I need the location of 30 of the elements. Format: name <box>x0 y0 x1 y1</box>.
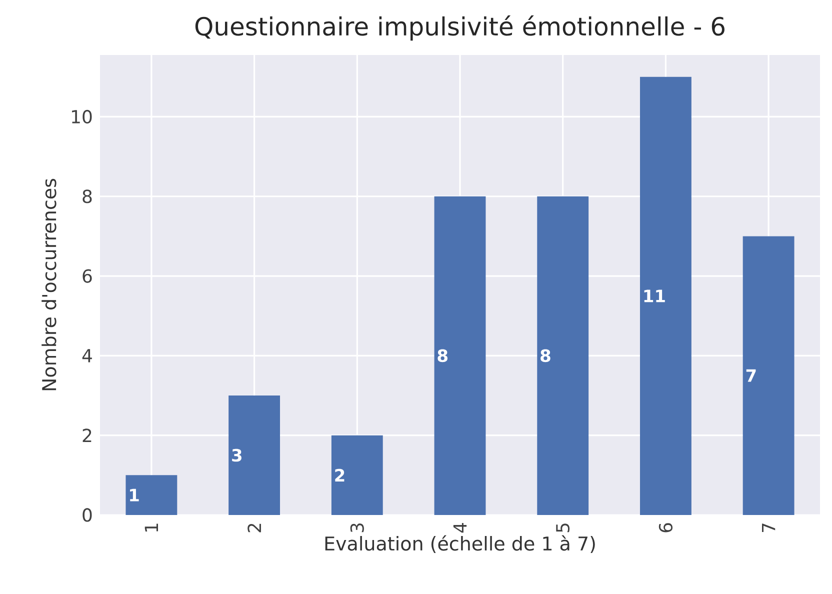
bar <box>228 396 280 515</box>
x-tick-label: 5 <box>556 524 570 532</box>
y-tick-label: 6 <box>82 269 92 283</box>
data-label: 7 <box>746 369 756 382</box>
x-axis-title: Evaluation (échelle de 1 à 7) <box>325 535 595 553</box>
y-tick-label: 10 <box>72 110 92 124</box>
x-tick-label: 6 <box>658 523 673 532</box>
y-tick-label: 8 <box>82 190 92 204</box>
y-tick-label: 0 <box>82 508 92 522</box>
x-tick-label: 3 <box>350 524 364 532</box>
data-label: 8 <box>540 349 550 362</box>
data-label: 3 <box>232 448 242 462</box>
x-tick-label: 2 <box>248 524 261 532</box>
data-label: 11 <box>644 290 665 302</box>
bar <box>434 196 486 515</box>
y-tick-label: 4 <box>82 349 92 362</box>
chart-title: Questionnaire impulsivité émotionnelle - 6 <box>195 15 724 41</box>
data-label: 1 <box>130 488 139 502</box>
bar <box>537 196 589 515</box>
data-label: 8 <box>438 349 448 362</box>
bar <box>742 236 794 515</box>
x-tick-label: 7 <box>762 524 776 532</box>
x-tick-label: 4 <box>453 523 467 533</box>
bar <box>126 475 178 515</box>
data-label: 2 <box>335 468 344 482</box>
x-tick-label: 1 <box>144 524 158 532</box>
y-axis-title: Nombre d'occurrences <box>42 178 56 390</box>
bar <box>331 435 383 515</box>
y-tick-label: 2 <box>82 428 92 442</box>
bar <box>640 76 692 515</box>
